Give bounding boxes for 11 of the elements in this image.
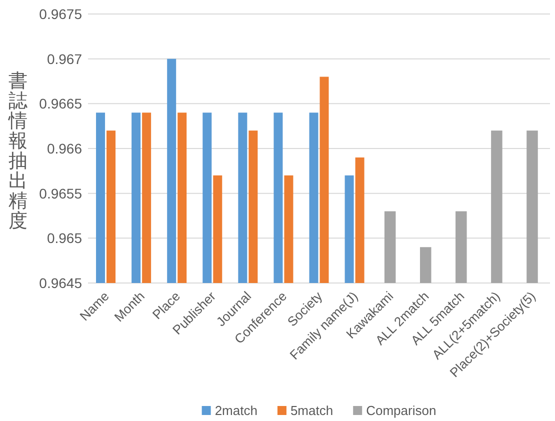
y-tick-label: 0.9675 <box>39 6 82 22</box>
y-tick-label: 0.966 <box>46 140 82 156</box>
y-axis-title: 書誌情報抽出精度 <box>8 71 28 232</box>
legend-label: Comparison <box>366 403 436 418</box>
legend-label: 5match <box>290 403 334 418</box>
y-tick-label: 0.9665 <box>39 96 82 112</box>
y-tick-label: 0.967 <box>46 50 82 67</box>
y-tick-label: 0.965 <box>46 230 82 246</box>
y-tick-label: 0.9645 <box>39 275 82 291</box>
y-tick-label: 0.9655 <box>39 185 82 202</box>
legend-label: 2match <box>214 403 258 418</box>
